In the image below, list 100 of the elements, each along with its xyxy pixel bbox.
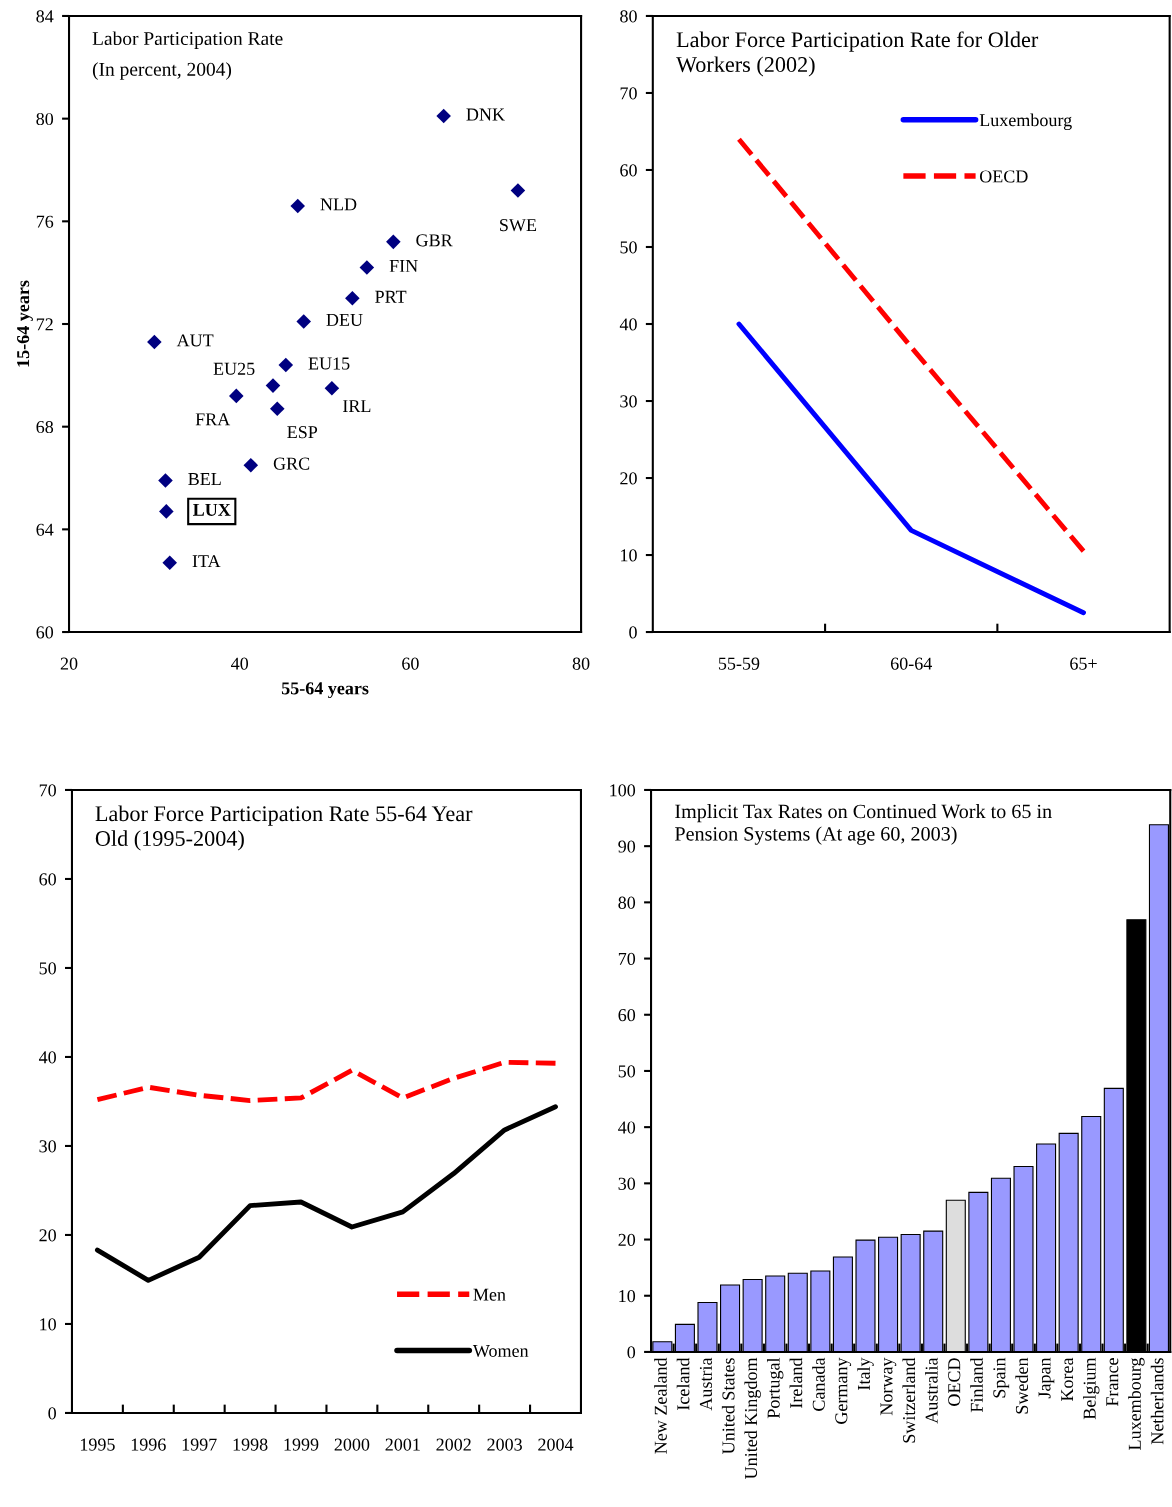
x-tick-label: 2004: [538, 1438, 574, 1451]
point: [345, 291, 360, 306]
x-tick-label: Germany: [835, 1357, 852, 1424]
x-tick-label: 1998: [233, 1438, 268, 1451]
x-tick-label: Korea: [1061, 1357, 1074, 1402]
y-tick-label: 84: [36, 10, 54, 23]
point: [243, 457, 259, 473]
x-tick-label: 60: [402, 657, 419, 670]
x-tick-label: Portugal: [766, 1357, 784, 1419]
point: [278, 357, 294, 373]
x-tick-label: 20: [60, 657, 78, 670]
y-tick-label: 60: [620, 164, 637, 177]
x-tick-label: United Kingdom: [744, 1357, 761, 1479]
text: Labor Participation Rate: [92, 31, 283, 50]
x-tick-label: 2001: [385, 1438, 420, 1451]
point: [158, 473, 173, 488]
x-tick-label: Japan: [1038, 1357, 1055, 1399]
text: Labor Force Participation Rate 55-64 Year Old (1995-2004): [95, 805, 473, 851]
point: [296, 314, 311, 329]
y-tick-label: 64: [36, 523, 54, 536]
point: [436, 108, 451, 124]
y-tick-label: 50: [620, 241, 637, 254]
y-tick-label: 20: [618, 1233, 636, 1246]
text: Labor Force Participation Rate for Older Workers (2002): [676, 31, 1039, 77]
x-tick-label: Belgium: [1083, 1357, 1100, 1420]
y-tick-label: 60: [39, 873, 56, 886]
x-tick-label: New Zealand: [654, 1357, 667, 1454]
point: [359, 260, 375, 275]
y-tick-label: 70: [620, 87, 637, 100]
point: [147, 334, 162, 350]
point: [386, 234, 401, 250]
line-series: [94, 1104, 558, 1283]
annotation: DNK: [466, 108, 505, 121]
x-axis-title: 55-64 years: [281, 682, 369, 699]
x-tick-label: Iceland: [676, 1357, 690, 1410]
annotation: ITA: [192, 555, 221, 568]
x-tick-label: 1995: [80, 1438, 115, 1451]
y-tick-label: 100: [610, 784, 636, 797]
legend-label: Men: [473, 1288, 506, 1301]
x-tick-label: 2000: [334, 1438, 370, 1451]
y-tick-label: 40: [619, 318, 637, 331]
text: Implicit Tax Rates on Continued Work to 65 in Pension Systems (At age 60, 2003): [674, 804, 1052, 845]
x-tick-label: Sweden: [1015, 1357, 1029, 1414]
y-tick-label: 80: [618, 896, 636, 909]
annotation: EU15: [308, 357, 350, 370]
y-tick-label: 70: [39, 784, 56, 797]
y-tick-label: 90: [618, 840, 636, 853]
annotation: IRL: [342, 400, 371, 412]
y-tick-label: 80: [620, 10, 637, 23]
point: [290, 198, 306, 214]
y-tick-label: 10: [621, 549, 637, 562]
x-tick-label: Austria: [699, 1357, 712, 1411]
y-tick-label: 76: [36, 215, 54, 228]
x-tick-label: 40: [231, 657, 249, 670]
annotation: GRC: [273, 457, 310, 470]
y-tick-label: 20: [620, 472, 637, 485]
annotation: NLD: [320, 198, 357, 211]
x-tick-label: Italy: [857, 1357, 874, 1390]
text: (In percent, 2004): [92, 62, 232, 80]
y-tick-label: 10: [619, 1289, 636, 1303]
annotation: SWE: [500, 219, 537, 232]
x-tick-label: OECD: [948, 1358, 961, 1406]
x-tick-label: 65+: [1070, 657, 1097, 670]
x-tick-label: 2002: [436, 1438, 471, 1451]
y-tick-label: 30: [620, 395, 637, 408]
line-series: [94, 1059, 558, 1104]
annotation: BEL: [188, 473, 221, 485]
legend-label: OECD: [979, 170, 1028, 183]
x-tick-label: France: [1106, 1358, 1119, 1407]
annotation: PRT: [375, 290, 407, 303]
annotation: DEU: [326, 313, 363, 326]
x-tick-label: Australia: [925, 1357, 938, 1424]
y-tick-label: 80: [36, 112, 54, 126]
x-tick-label: Spain: [993, 1357, 1010, 1398]
x-tick-label: Finland: [970, 1357, 983, 1413]
y-tick-label: 50: [39, 962, 56, 975]
legend-label: Luxembourg: [979, 113, 1072, 131]
point: [265, 378, 281, 393]
y-tick-label: 30: [618, 1177, 636, 1190]
y-axis-title: 15-64 years: [17, 280, 33, 367]
y-tick-label: 10: [40, 1318, 56, 1331]
y-tick-label: 40: [618, 1121, 636, 1134]
y-tick-label: 68: [36, 420, 54, 434]
legend-label: Women: [472, 1344, 529, 1358]
y-tick-label: 70: [618, 952, 636, 965]
x-tick-label: 1996: [131, 1438, 166, 1451]
x-tick-label: 55-59: [718, 657, 760, 670]
x-tick-label: Canada: [812, 1357, 825, 1411]
point: [510, 183, 526, 198]
y-tick-label: 50: [618, 1065, 636, 1078]
y-tick-label: 0: [629, 626, 637, 639]
annotation: FIN: [389, 260, 418, 272]
y-tick-label: 40: [38, 1051, 56, 1064]
x-tick-label: 60-64: [890, 657, 933, 670]
point: [324, 380, 340, 396]
annotation: LUX: [193, 503, 231, 516]
y-tick-label: 0: [627, 1346, 636, 1359]
point: [269, 401, 285, 416]
y-tick-label: 60: [618, 1009, 636, 1022]
x-tick-label: United States: [721, 1358, 735, 1454]
